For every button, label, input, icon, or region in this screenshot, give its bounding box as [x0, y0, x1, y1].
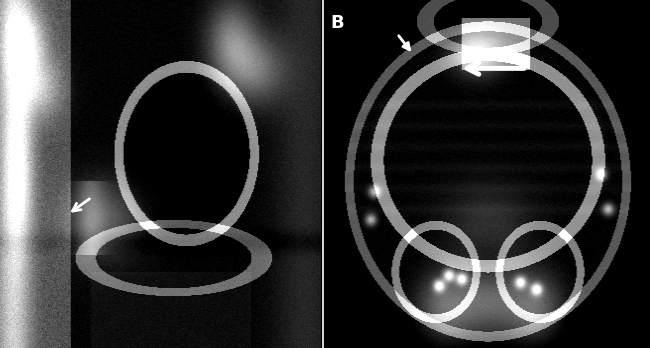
Text: B: B — [330, 14, 343, 32]
Text: A: A — [5, 14, 19, 32]
